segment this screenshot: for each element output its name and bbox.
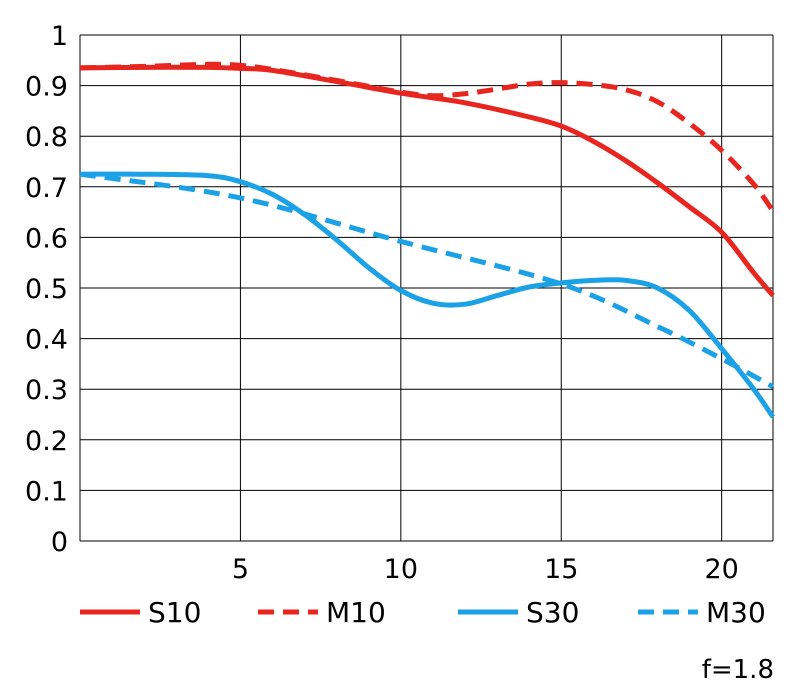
x-tick-label: 20 bbox=[704, 554, 738, 585]
series-lines bbox=[79, 61, 776, 419]
y-tick-label: 0.2 bbox=[25, 426, 68, 457]
y-tick-label: 0.8 bbox=[25, 122, 68, 153]
y-tick-label: 0.5 bbox=[25, 274, 68, 305]
y-axis-ticks: 0 0.1 0.2 0.3 0.4 0.5 0.6 0.7 0.8 0.9 1 bbox=[25, 21, 68, 558]
legend-label-s10: S10 bbox=[148, 596, 201, 629]
y-tick-label: 0 bbox=[51, 527, 68, 558]
legend: S10 M10 S30 M30 bbox=[80, 596, 766, 629]
grid bbox=[79, 34, 774, 542]
series-line-s10 bbox=[79, 64, 775, 298]
legend-label-m30: M30 bbox=[706, 596, 766, 629]
x-tick-label: 15 bbox=[544, 554, 578, 585]
x-axis-ticks: 5 10 15 20 bbox=[232, 554, 739, 585]
y-tick-label: 0.4 bbox=[25, 325, 68, 356]
aperture-annotation: f=1.8 bbox=[702, 655, 774, 685]
y-tick-label: 0.7 bbox=[25, 173, 68, 204]
series-line-m30 bbox=[79, 171, 775, 389]
legend-label-m10: M10 bbox=[326, 596, 386, 629]
y-tick-label: 0.9 bbox=[25, 72, 68, 103]
series-line-s30 bbox=[79, 171, 776, 419]
y-tick-label: 0.3 bbox=[25, 375, 68, 406]
y-tick-label: 0.6 bbox=[25, 223, 68, 254]
y-tick-label: 1 bbox=[51, 21, 68, 52]
legend-label-s30: S30 bbox=[526, 596, 579, 629]
y-tick-label: 0.1 bbox=[25, 476, 68, 507]
series-line-m10 bbox=[79, 61, 776, 213]
x-tick-label: 5 bbox=[232, 554, 249, 585]
x-tick-label: 10 bbox=[384, 554, 418, 585]
